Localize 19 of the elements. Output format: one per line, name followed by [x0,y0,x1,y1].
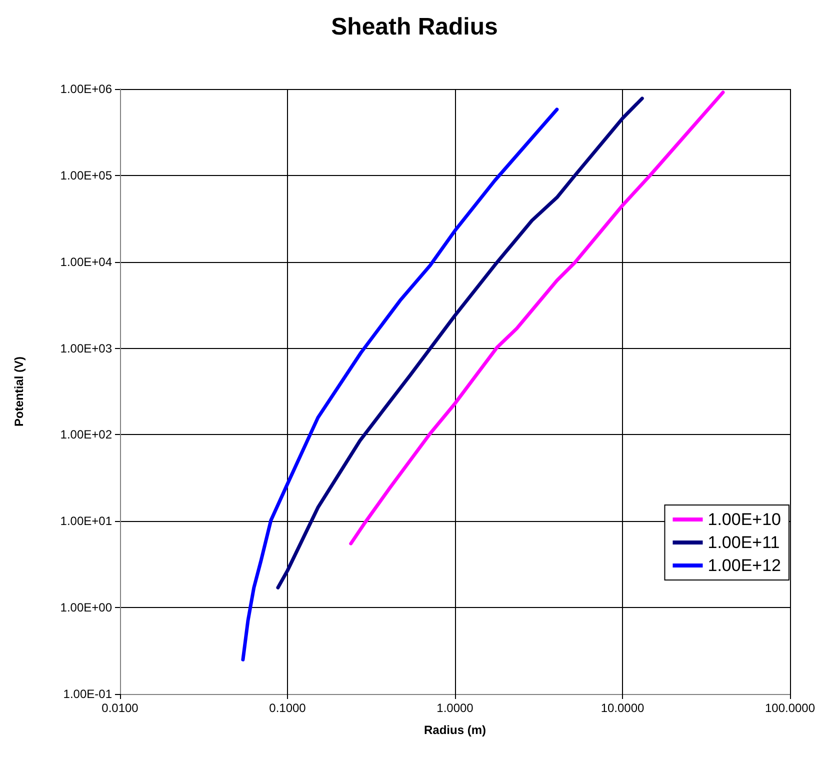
x-tick-label: 0.0100 [102,701,139,715]
chart-title: Sheath Radius [331,14,498,40]
y-tick-label: 1.00E+03 [60,341,112,356]
x-tick-label: 1.0000 [436,701,474,715]
legend-label: 1.00E+11 [708,533,780,552]
y-tick-label: 1.00E-01 [63,687,112,701]
y-tick-label: 1.00E+04 [60,254,112,269]
y-axis-title: Potential (V) [12,356,26,427]
y-tick-label: 1.00E+06 [60,82,112,96]
legend-label: 1.00E+10 [708,510,782,529]
x-axis-title: Radius (m) [424,723,486,737]
y-tick-label: 1.00E+00 [60,600,112,615]
x-tick-label: 10.0000 [600,701,645,715]
y-tick-label: 1.00E+01 [60,514,112,528]
x-tick-label: 0.1000 [269,701,306,715]
legend-label: 1.00E+12 [708,556,782,575]
y-tick-label: 1.00E+02 [60,428,112,442]
x-tick-label: 100.0000 [764,701,816,715]
y-tick-label: 1.00E+05 [60,168,112,182]
